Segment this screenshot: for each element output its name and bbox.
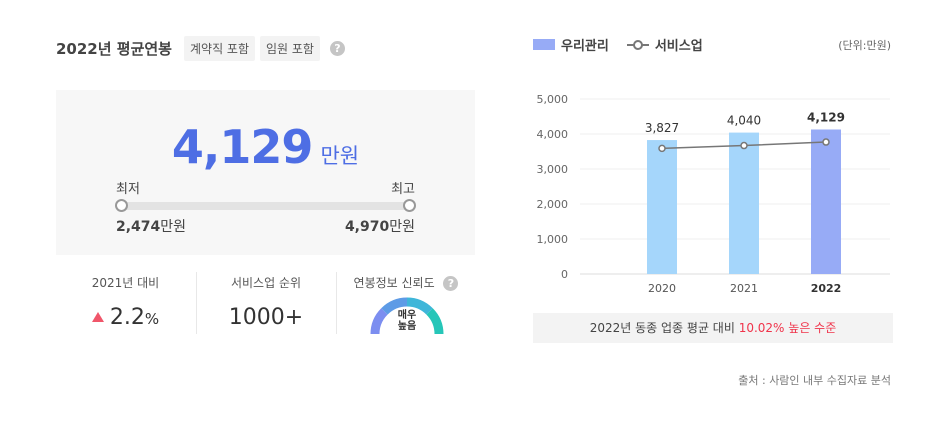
max-salary-unit: 만원 bbox=[389, 219, 415, 235]
reliability-gauge: 매우 높음 bbox=[367, 292, 447, 336]
max-salary-value: 4,970 bbox=[344, 219, 390, 235]
comparison-suffix: 높은 수준 bbox=[784, 321, 837, 335]
page-title: 2022년 평균연봉 bbox=[56, 39, 172, 58]
reliability-help-icon[interactable]: ? bbox=[443, 276, 459, 291]
rank-value: 1000+ bbox=[228, 305, 304, 330]
bar bbox=[811, 129, 841, 274]
industry-point bbox=[658, 144, 666, 153]
legend-company: 우리관리 bbox=[561, 38, 609, 54]
up-arrow-icon bbox=[91, 312, 104, 322]
industry-point bbox=[740, 141, 748, 150]
x-tick-label: 2020 bbox=[648, 282, 676, 295]
help-icon[interactable]: ? bbox=[329, 40, 345, 56]
max-salary: 4,970만원 bbox=[345, 216, 415, 236]
bar bbox=[647, 140, 677, 274]
rank-stat: 서비스업 순위 1000+ bbox=[196, 272, 335, 334]
gauge-icon bbox=[370, 297, 444, 335]
salary-range-track bbox=[122, 202, 409, 210]
range-max-marker bbox=[403, 199, 416, 212]
yoy-value: 2.2% bbox=[56, 305, 195, 330]
reliability-label-row: 연봉정보 신뢰도 ? bbox=[337, 274, 475, 291]
y-tick-label: 2,000 bbox=[537, 198, 569, 211]
chart-unit: (단위:만원) bbox=[838, 39, 891, 52]
legend-industry: 서비스업 bbox=[654, 38, 703, 54]
executive-included-tag: 임원 포함 bbox=[260, 35, 320, 61]
comparison-percent: 10.02% bbox=[738, 321, 785, 335]
salary-header: 2022년 평균연봉 계약직 포함 임원 포함 ? bbox=[56, 35, 345, 61]
range-min-marker bbox=[115, 199, 128, 212]
x-tick-label: 2022 bbox=[811, 282, 842, 295]
y-tick-label: 5,000 bbox=[537, 93, 569, 106]
max-label: 최고 bbox=[391, 182, 415, 197]
min-salary: 2,474만원 bbox=[116, 216, 186, 236]
y-tick-label: 3,000 bbox=[537, 163, 569, 176]
min-salary-value: 2,474 bbox=[116, 219, 161, 235]
salary-stats: 2021년 대비 2.2% 서비스업 순위 1000+ 연봉정보 신뢰도 ? 매… bbox=[56, 272, 475, 336]
salary-chart: 0 1,000 2,000 3,000 4,000 5,000 3,827 2020 4,040… bbox=[537, 93, 890, 295]
x-tick-label: 2021 bbox=[730, 282, 758, 295]
industry-comparison: 2022년 동종 업종 평균 대비 10.02% 높은 수준 bbox=[533, 313, 893, 343]
y-tick-label: 4,000 bbox=[537, 128, 569, 141]
min-label: 최저 bbox=[116, 182, 140, 197]
average-salary-unit: 만원 bbox=[320, 144, 360, 168]
y-tick-label: 0 bbox=[561, 268, 568, 281]
reliability-line2: 높음 bbox=[397, 321, 417, 332]
y-tick-label: 1,000 bbox=[537, 233, 569, 246]
bar bbox=[729, 132, 759, 274]
reliability-value: 매우 높음 bbox=[367, 310, 447, 332]
industry-legend-swatch bbox=[626, 39, 649, 50]
average-salary-panel: 4,129 만원 최저 최고 2,474만원 4,970만원 bbox=[56, 90, 475, 255]
comparison-prefix: 2022년 동종 업종 평균 대비 bbox=[589, 321, 739, 335]
yoy-label: 2021년 대비 bbox=[91, 276, 160, 290]
chart-legend: 우리관리 서비스업 bbox=[533, 36, 703, 54]
yoy-percent-sign: % bbox=[144, 310, 160, 328]
yoy-stat: 2021년 대비 2.2% bbox=[56, 272, 195, 334]
rank-label: 서비스업 순위 bbox=[230, 276, 302, 290]
min-salary-unit: 만원 bbox=[160, 219, 187, 235]
industry-point bbox=[822, 138, 830, 146]
reliability-stat: 연봉정보 신뢰도 ? 매우 높음 bbox=[336, 272, 475, 336]
company-legend-swatch bbox=[533, 38, 555, 50]
bar-value-label: 3,827 bbox=[645, 121, 679, 135]
average-salary: 4,129 만원 bbox=[56, 120, 475, 174]
reliability-label: 연봉정보 신뢰도 bbox=[353, 276, 435, 290]
average-salary-value: 4,129 bbox=[171, 120, 314, 174]
contract-included-tag: 계약직 포함 bbox=[183, 35, 255, 61]
yoy-number: 2.2 bbox=[109, 305, 145, 330]
source-note: 출처 : 사람인 내부 수집자료 분석 bbox=[738, 374, 891, 387]
bar-value-label: 4,040 bbox=[727, 114, 761, 128]
reliability-line1: 매우 bbox=[397, 310, 417, 321]
bar-value-label: 4,129 bbox=[807, 110, 845, 124]
